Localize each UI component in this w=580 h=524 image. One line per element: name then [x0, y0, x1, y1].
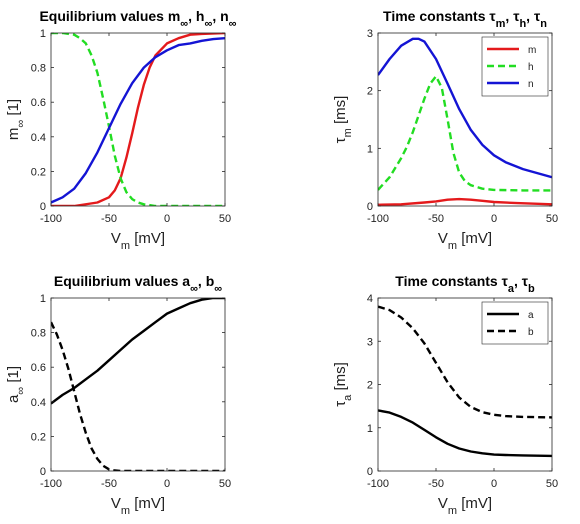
- legend: ab: [481, 301, 549, 345]
- y-tick-label: 0: [40, 201, 46, 213]
- x-tick-label: -100: [40, 213, 62, 225]
- series-line-2: [51, 33, 225, 206]
- y-tick-label: 1: [40, 28, 46, 40]
- y-tick-label: 2: [367, 380, 373, 392]
- chart-title: Equilibrium values m∞, h∞, n∞: [39, 8, 236, 30]
- chart-title: Time constants τm, τh, τn: [383, 8, 547, 30]
- y-tick-label: 0.6: [31, 97, 46, 109]
- panel-C: -100 -50 0 50 0 0.2 0.4 0.6 0.8 1 Equilibrium valu…: [5, 273, 231, 517]
- x-tick-label: 50: [219, 478, 231, 490]
- axes-box: [377, 32, 553, 207]
- y-tick-label: 0.8: [31, 328, 46, 340]
- x-tick-label: -50: [428, 213, 444, 225]
- y-tick-label: 1: [367, 143, 373, 155]
- x-axis-label: Vm [mV]: [111, 230, 165, 252]
- series-line-n: [378, 37, 552, 179]
- y-tick-label: 0.4: [31, 397, 46, 409]
- y-tick-label: 2: [367, 86, 373, 98]
- legend-label-a: a: [528, 310, 534, 321]
- series-line-b: [378, 305, 552, 419]
- legend-label-m: m: [528, 45, 536, 56]
- y-tick-label: 0.6: [31, 362, 46, 374]
- series-line-3: [51, 37, 225, 204]
- y-tick-label: 0: [367, 466, 373, 478]
- legend-box: [481, 301, 549, 345]
- x-tick-label: -100: [367, 213, 389, 225]
- y-tick-label: 0.4: [31, 132, 46, 144]
- series-line-1: [51, 298, 225, 405]
- y-tick-label: 1: [40, 293, 46, 305]
- y-tick-label: 0: [367, 201, 373, 213]
- x-tick-label: 50: [546, 478, 558, 490]
- series-line-1: [51, 33, 225, 206]
- panel-D: -100 -50 0 50 0 1 2 3 4 Time constants τa, τb Vm […: [332, 273, 558, 517]
- y-axis-label: τm [ms]: [332, 96, 354, 144]
- x-tick-label: -50: [428, 478, 444, 490]
- x-tick-label: 0: [164, 478, 170, 490]
- chart-title: Time constants τa, τb: [395, 273, 535, 295]
- y-tick-label: 0.2: [31, 431, 46, 443]
- panel-B: -100 -50 0 50 0 1 2 3 Time constants τm, τh, τn V…: [332, 8, 558, 252]
- chart-title: Equilibrium values a∞, b∞: [54, 273, 222, 295]
- x-tick-label: -50: [101, 213, 117, 225]
- y-axis-label: m∞ [1]: [5, 99, 27, 140]
- x-tick-label: 50: [546, 213, 558, 225]
- x-tick-label: 0: [491, 213, 497, 225]
- x-tick-label: -100: [367, 478, 389, 490]
- legend-label-n: n: [528, 79, 534, 90]
- y-tick-label: 3: [367, 28, 373, 40]
- x-tick-label: 50: [219, 213, 231, 225]
- y-axis-label: τa [ms]: [332, 362, 354, 407]
- y-tick-label: 3: [367, 336, 373, 348]
- axes-box: [50, 32, 226, 207]
- legend-label-b: b: [528, 327, 534, 338]
- axes-box: [50, 297, 226, 472]
- x-tick-label: 0: [164, 213, 170, 225]
- x-tick-label: -50: [101, 478, 117, 490]
- y-tick-label: 4: [367, 293, 373, 305]
- legend: mhn: [481, 36, 549, 97]
- series-line-a: [378, 409, 552, 458]
- series-line-2: [51, 321, 225, 471]
- legend-label-h: h: [528, 62, 534, 73]
- x-axis-label: Vm [mV]: [438, 495, 492, 517]
- series-line-h: [378, 75, 552, 192]
- y-tick-label: 1: [367, 423, 373, 435]
- x-tick-label: 0: [491, 478, 497, 490]
- y-tick-label: 0.2: [31, 166, 46, 178]
- y-tick-label: 0.8: [31, 63, 46, 75]
- series-line-m: [378, 197, 552, 206]
- x-axis-label: Vm [mV]: [111, 495, 165, 517]
- y-axis-label: a∞ [1]: [5, 366, 27, 403]
- x-tick-label: -100: [40, 478, 62, 490]
- x-axis-label: Vm [mV]: [438, 230, 492, 252]
- y-tick-label: 0: [40, 466, 46, 478]
